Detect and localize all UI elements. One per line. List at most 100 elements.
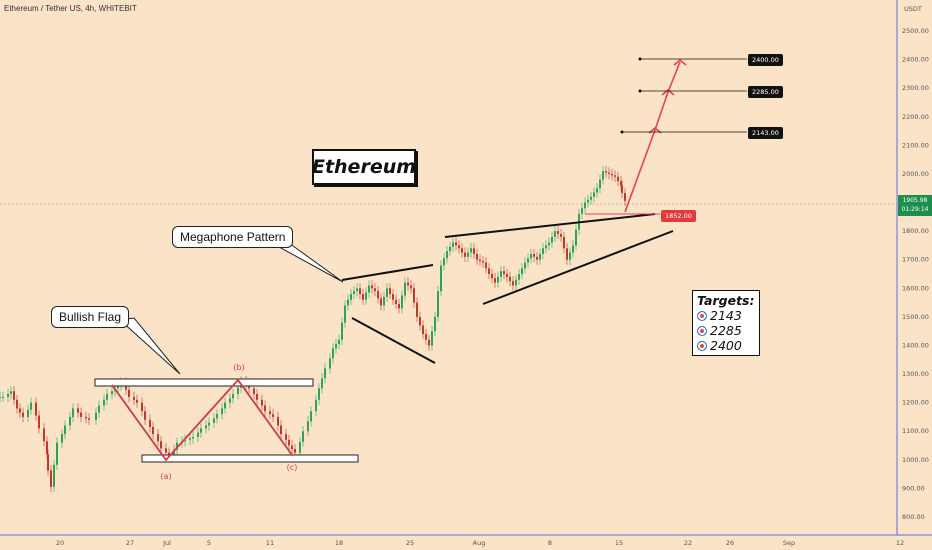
y-tick-label: 2300.00 — [902, 84, 929, 92]
x-tick-label: 26 — [726, 539, 734, 547]
candle-body — [19, 408, 21, 413]
candle-body — [117, 385, 119, 389]
chart-header-title: Ethereum / Tether US, 4h, WHITEBIT — [4, 4, 137, 13]
candle-body — [624, 193, 626, 201]
y-axis-bg — [897, 0, 932, 535]
candle-body — [46, 441, 48, 455]
candle-body — [152, 426, 154, 435]
dart-icon — [697, 310, 707, 321]
candle-body — [587, 199, 589, 203]
candle-body — [443, 258, 445, 266]
x-tick-label: 5 — [207, 539, 211, 547]
candle-body — [446, 251, 448, 259]
x-axis-ticks: 20 27 Jul 5 11 18 25 Aug 8 15 22 26 Sep 12 — [56, 539, 904, 547]
candle-body — [593, 192, 595, 197]
candle-body — [2, 396, 4, 398]
candle-body — [277, 416, 279, 426]
target-tag-2143: 2143.00 — [748, 127, 783, 139]
candle-body — [43, 428, 45, 442]
candle-body — [455, 242, 457, 246]
candle-body — [341, 322, 343, 340]
candle-body — [261, 399, 263, 406]
wave-label-a: (a) — [160, 472, 171, 481]
target-item: 2285 — [697, 323, 755, 338]
candle-body — [0, 396, 1, 398]
projection-arrow-1 — [648, 126, 662, 134]
candle-body — [458, 245, 460, 249]
current-price-value: 1905.98 — [902, 197, 928, 204]
megaphone-upper-1 — [341, 264, 434, 281]
candle-body — [7, 394, 9, 397]
candle-body — [497, 276, 499, 283]
candle-body — [554, 231, 556, 237]
candle-body — [551, 236, 553, 243]
target-value: 2285 — [710, 323, 742, 338]
candle-body — [368, 285, 370, 293]
candle-body — [184, 439, 186, 442]
candle-body — [620, 181, 622, 186]
target-tag-2285: 2285.00 — [748, 86, 783, 98]
candle-body — [542, 248, 544, 254]
x-tick-label: 20 — [56, 539, 64, 547]
candle-body — [530, 253, 532, 259]
candle-body — [377, 291, 379, 299]
candle-body — [133, 396, 135, 400]
target-tag-2400: 2400.00 — [748, 54, 783, 66]
candle-body — [569, 252, 571, 260]
candle-body — [332, 348, 334, 359]
y-tick-label: 2100.00 — [902, 141, 929, 149]
candle-body — [338, 339, 340, 345]
candle-body — [470, 248, 472, 253]
candle-body — [347, 299, 349, 306]
candle-body — [256, 394, 258, 400]
candle-body — [197, 432, 199, 437]
candle-body — [53, 464, 55, 487]
candle-body — [362, 294, 364, 300]
candle-body — [482, 261, 484, 263]
dart-icon — [697, 340, 707, 351]
x-tick-label: 15 — [615, 539, 623, 547]
candle-body — [419, 316, 421, 326]
candle-body — [425, 334, 427, 340]
x-tick-label: 27 — [126, 539, 134, 547]
projection-arrow-3 — [673, 58, 687, 66]
candle-body — [581, 208, 583, 214]
candle-body — [269, 411, 271, 415]
candle-body — [584, 202, 586, 209]
candle-body — [95, 412, 97, 420]
candle-body — [136, 399, 138, 403]
candle-body — [548, 242, 550, 246]
candle-body — [602, 171, 604, 180]
target-dot-2143 — [620, 130, 624, 134]
target-item: 2143 — [697, 308, 755, 323]
candle-body — [461, 248, 463, 253]
candle-body — [353, 291, 355, 295]
candle-countdown: 01:29:14 — [901, 206, 929, 213]
candle-body — [64, 425, 66, 435]
support-tag: 1852.00 — [661, 210, 696, 222]
y-tick-label: 1800.00 — [902, 227, 929, 235]
candle-body — [98, 405, 100, 413]
target-value: 2400 — [710, 338, 742, 353]
candle-body — [22, 412, 24, 417]
candle-body — [422, 325, 424, 335]
target-dot-2285 — [638, 89, 642, 93]
candle-body — [27, 409, 29, 417]
candle-body — [315, 399, 317, 412]
candle-body — [77, 408, 79, 413]
y-tick-label: 2000.00 — [902, 170, 929, 178]
candle-body — [479, 259, 481, 262]
candle-body — [488, 268, 490, 274]
target-dot-2400 — [638, 57, 642, 61]
dart-icon — [697, 325, 707, 336]
candle-body — [160, 441, 162, 449]
candle-body — [506, 274, 508, 277]
candle-body — [280, 425, 282, 435]
candle-body — [566, 248, 568, 260]
candle-body — [608, 172, 610, 174]
candle-body — [144, 411, 146, 420]
candle-body — [318, 388, 320, 400]
candle-body — [500, 271, 502, 277]
candle-body — [61, 434, 63, 443]
